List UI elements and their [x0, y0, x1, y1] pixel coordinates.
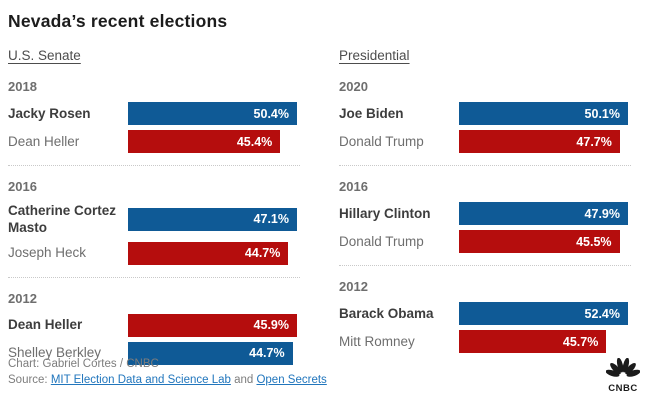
candidate-name: Donald Trump	[339, 233, 424, 249]
result-bar: 45.5%	[459, 230, 620, 253]
candidate-row: Catherine Cortez Masto 47.1%	[8, 202, 297, 237]
result-value: 44.7%	[244, 246, 281, 261]
result-bar: 45.9%	[128, 313, 297, 337]
cnbc-logo-text: CNBC	[608, 383, 638, 394]
race-presidential-2020: 2020 Joe Biden 50.1% Donald Trump 47.7%	[339, 79, 628, 153]
candidate-row: Donald Trump 47.7%	[339, 130, 628, 153]
divider	[8, 165, 300, 166]
result-value: 47.1%	[253, 212, 289, 227]
candidate-name: Joe Biden	[339, 105, 404, 121]
bar-track: 47.7%	[459, 130, 628, 153]
result-value: 50.1%	[584, 106, 620, 121]
candidate-row: Jacky Rosen 50.4%	[8, 102, 297, 125]
bar-track: 47.9%	[459, 202, 628, 225]
page-title: Nevada’s recent elections	[8, 11, 228, 31]
result-value: 52.4%	[584, 306, 620, 321]
divider	[8, 276, 300, 278]
result-bar: 50.4%	[128, 102, 297, 125]
result-bar: 50.1%	[459, 102, 628, 125]
candidate-name: Catherine Cortez Masto	[8, 203, 117, 236]
result-bar: 47.7%	[459, 130, 620, 153]
result-value: 45.5%	[576, 234, 612, 249]
result-bar: 44.7%	[128, 241, 289, 265]
column-header-us-senate: U.S. Senate	[8, 48, 81, 63]
bar-track: 45.9%	[128, 313, 297, 337]
peacock-icon	[605, 357, 641, 377]
source-line: Source: MIT Election Data and Science La…	[8, 372, 327, 388]
candidate-row: Hillary Clinton 47.9%	[339, 202, 628, 225]
result-bar: 52.4%	[459, 302, 628, 325]
result-bar: 45.7%	[459, 330, 607, 353]
year-label: 2012	[8, 290, 37, 306]
candidate-row: Donald Trump 45.5%	[339, 230, 628, 253]
column-header-presidential: Presidential	[339, 48, 410, 63]
candidate-row: Joe Biden 50.1%	[339, 102, 628, 125]
year-label: 2020	[339, 79, 368, 94]
candidate-row: Joseph Heck 44.7%	[8, 241, 297, 265]
source-prefix: Source:	[8, 374, 51, 386]
source-link-opensecrets[interactable]: Open Secrets	[256, 374, 327, 386]
year-label: 2016	[339, 179, 368, 194]
candidate-name: Mitt Romney	[339, 333, 415, 349]
divider	[339, 165, 631, 166]
candidate-row: Mitt Romney 45.7%	[339, 330, 628, 353]
divider	[339, 265, 631, 266]
candidate-name: Hillary Clinton	[339, 205, 431, 221]
candidate-name: Dean Heller	[8, 317, 83, 333]
bar-track: 47.1%	[128, 207, 297, 231]
race-senate-2016: 2016 Catherine Cortez Masto 47.1% Joseph…	[8, 179, 297, 265]
chart-columns: U.S. Senate 2018 Jacky Rosen 50.4% Dean …	[8, 48, 631, 370]
race-presidential-2016: 2016 Hillary Clinton 47.9% Donald Trump …	[339, 179, 628, 253]
result-value: 45.7%	[562, 334, 599, 349]
candidate-row: Shelley Berkley 44.7%	[8, 341, 297, 365]
candidate-name: Shelley Berkley	[8, 345, 102, 361]
candidate-name: Jacky Rosen	[8, 105, 91, 121]
footer: Chart: Gabriel Cortes / CNBC Source: MIT…	[8, 356, 327, 388]
result-bar: 44.7%	[128, 341, 293, 365]
candidate-row: Barack Obama 52.4%	[339, 302, 628, 325]
cnbc-logo: CNBC	[604, 357, 642, 394]
bar-track: 44.7%	[128, 241, 297, 265]
candidate-name: Barack Obama	[339, 305, 434, 321]
source-link-mit[interactable]: MIT Election Data and Science Lab	[50, 374, 231, 386]
result-value: 45.9%	[253, 318, 289, 333]
candidate-name: Donald Trump	[339, 133, 424, 149]
bar-track: 45.7%	[459, 330, 628, 353]
result-bar: 45.4%	[128, 130, 281, 153]
candidate-name: Dean Heller	[8, 133, 80, 149]
bar-track: 52.4%	[459, 302, 628, 325]
bar-track: 44.7%	[128, 341, 297, 365]
result-value: 50.4%	[253, 106, 289, 121]
result-value: 44.7%	[249, 346, 285, 361]
source-joiner: and	[230, 374, 257, 386]
year-label: 2016	[8, 179, 37, 194]
result-bar: 47.9%	[459, 202, 628, 225]
bar-track: 45.4%	[128, 130, 297, 153]
bar-track: 50.1%	[459, 102, 628, 125]
race-senate-2018: 2018 Jacky Rosen 50.4% Dean Heller 45.4%	[8, 79, 297, 153]
column-us-senate: U.S. Senate 2018 Jacky Rosen 50.4% Dean …	[8, 48, 300, 370]
column-presidential: Presidential 2020 Joe Biden 50.1% Donald…	[339, 48, 631, 370]
year-label: 2018	[8, 79, 37, 94]
result-value: 47.7%	[576, 134, 612, 149]
result-value: 47.9%	[584, 206, 620, 221]
candidate-name: Joseph Heck	[8, 245, 87, 261]
bar-track: 45.5%	[459, 230, 628, 253]
candidate-row: Dean Heller 45.9%	[8, 313, 297, 337]
year-label: 2012	[339, 279, 368, 294]
race-presidential-2012: 2012 Barack Obama 52.4% Mitt Romney 45.7…	[339, 279, 628, 353]
result-bar: 47.1%	[128, 207, 297, 231]
result-value: 45.4%	[236, 134, 273, 149]
chart-credit: Chart: Gabriel Cortes / CNBC	[8, 358, 159, 370]
race-senate-2012: 2012 Dean Heller 45.9% Shelley Berkley 4…	[8, 291, 297, 365]
bar-track: 50.4%	[128, 102, 297, 125]
candidate-row: Dean Heller 45.4%	[8, 130, 297, 153]
